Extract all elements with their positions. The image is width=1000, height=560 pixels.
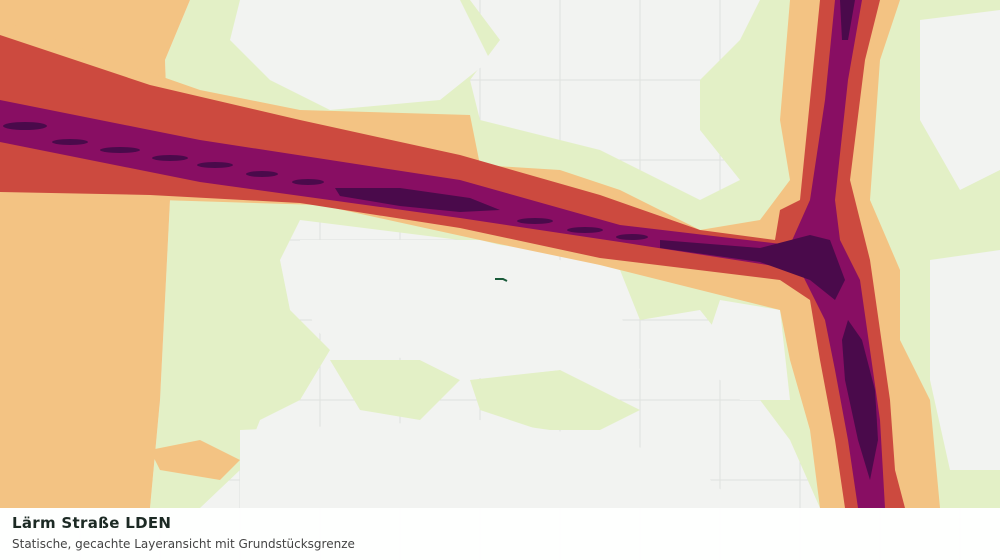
quiet-areas <box>230 0 1000 508</box>
noise-zone-extreme <box>3 0 878 480</box>
parcel-boundary <box>495 278 508 282</box>
layer-title: Lärm Straße LDEN <box>12 514 172 532</box>
layer-subtitle: Statische, gecachte Layeransicht mit Gru… <box>12 537 355 551</box>
noise-zone-high <box>0 0 905 508</box>
caption-panel: Lärm Straße LDEN Statische, gecachte Lay… <box>0 508 1000 560</box>
